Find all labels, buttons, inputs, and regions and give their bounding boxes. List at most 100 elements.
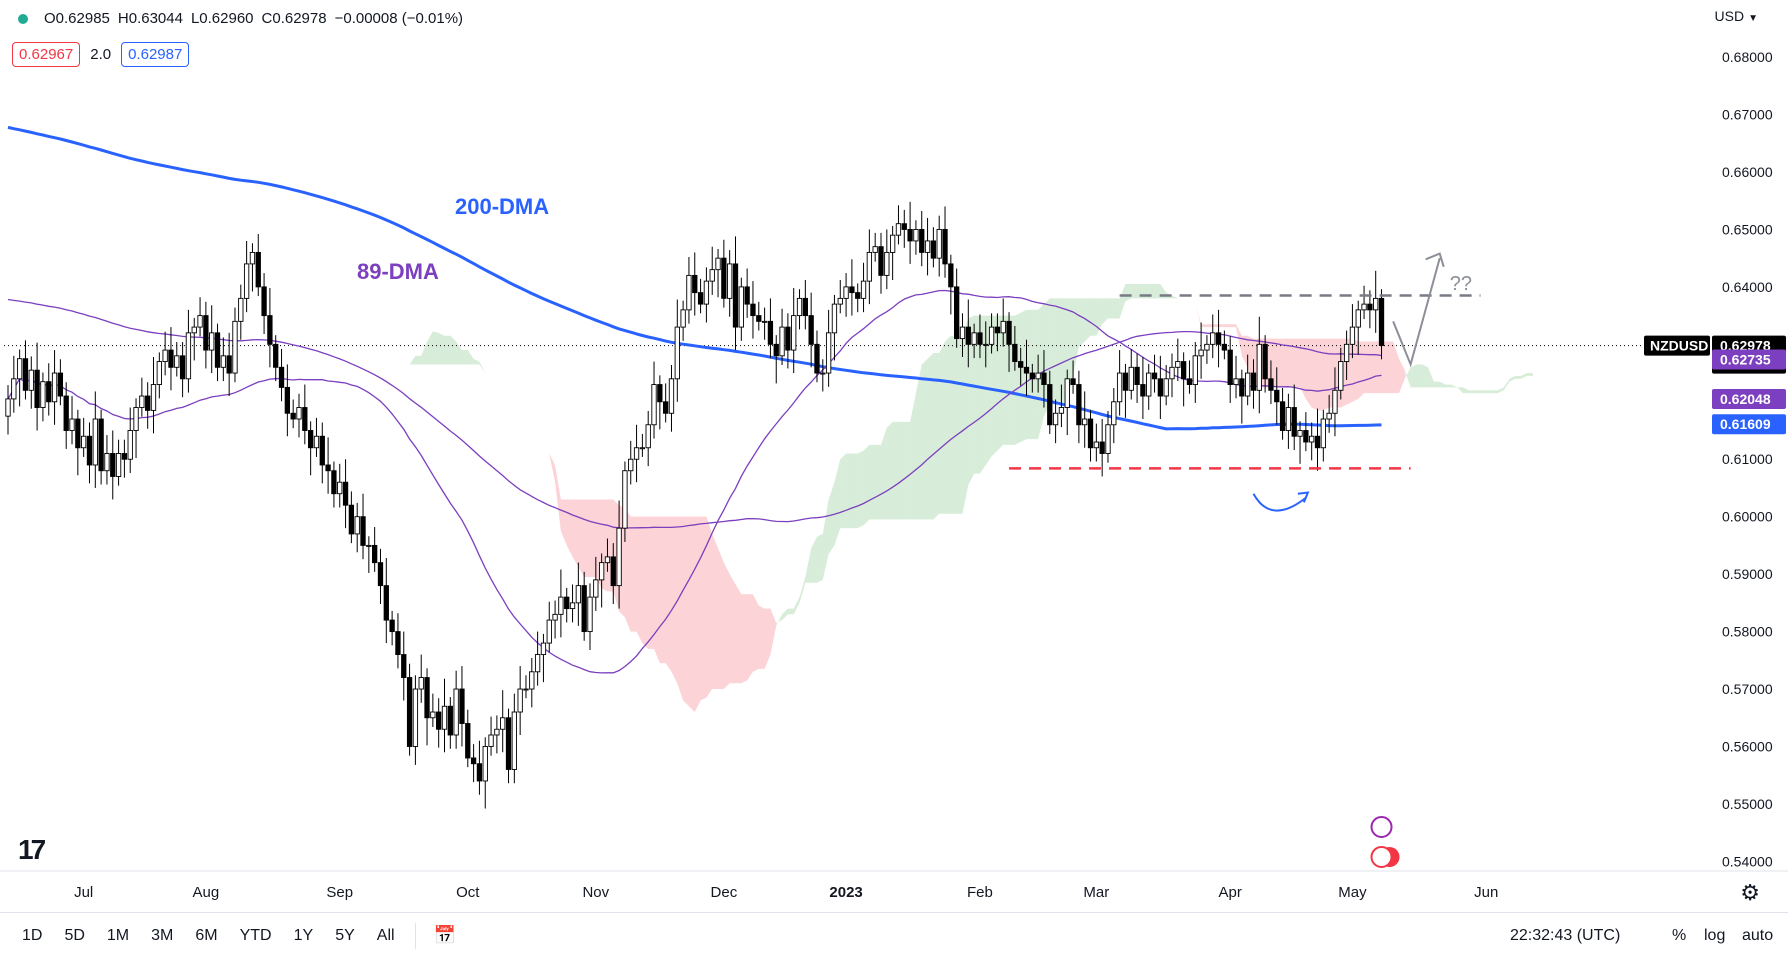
range-ytd[interactable]: YTD: [239, 926, 272, 944]
candle: [587, 583, 593, 650]
range-1m[interactable]: 1M: [106, 926, 130, 944]
cloud-segment: [578, 499, 585, 578]
candle-body: [174, 355, 180, 368]
range-5y[interactable]: 5Y: [335, 926, 355, 944]
candle: [273, 335, 279, 382]
candle: [139, 377, 145, 417]
candle-body: [1309, 435, 1315, 443]
candle: [1227, 336, 1233, 403]
candle-body: [406, 677, 413, 747]
candle: [744, 268, 750, 318]
x-tick-label: Apr: [1219, 884, 1242, 901]
range-5d[interactable]: 5D: [64, 926, 85, 944]
candle: [16, 349, 23, 407]
candle-body: [249, 251, 256, 265]
cloud-segment: [584, 499, 590, 578]
price-chart[interactable]: ?? 200-DMA 89-DMA 0.68000 0.67000 0.66000 0.6…: [0, 0, 1788, 912]
currency-selector[interactable]: USD ▼: [1715, 8, 1758, 24]
candle-body: [988, 326, 995, 345]
candle: [942, 206, 948, 278]
cloud-segment: [1393, 341, 1399, 394]
cloud-segment: [1364, 341, 1370, 394]
range-1d[interactable]: 1D: [22, 926, 43, 944]
auto-toggle[interactable]: auto: [1742, 926, 1774, 944]
candle: [1082, 391, 1088, 448]
candle: [977, 314, 983, 359]
candle: [593, 556, 599, 611]
cloud-segment: [1270, 338, 1277, 388]
candle: [831, 294, 838, 361]
candle: [785, 313, 791, 369]
cloud-segment: [974, 315, 980, 474]
cloud-segment: [1311, 338, 1318, 411]
cloud-segment: [1375, 341, 1382, 394]
price-axis: 0.680000.670000.660000.650000.640000.630…: [1644, 49, 1786, 869]
cloud-segment: [1300, 338, 1306, 399]
candle-body: [936, 228, 942, 259]
candle: [715, 248, 721, 298]
cloud-segment: [1061, 298, 1068, 405]
range-1y[interactable]: 1Y: [293, 926, 314, 944]
candle: [133, 398, 139, 459]
candle: [331, 461, 337, 508]
calendar-range-icon[interactable]: 📅: [433, 925, 456, 945]
candle-body: [185, 332, 192, 380]
log-toggle[interactable]: log: [1704, 926, 1726, 944]
event-us-flag-icon: [1370, 846, 1393, 868]
candle-body: [1122, 372, 1129, 391]
candle: [22, 340, 29, 400]
candle-body: [959, 326, 966, 340]
candle: [63, 382, 69, 449]
candle-body: [569, 602, 576, 610]
cloud-segment: [1212, 324, 1219, 328]
candle: [802, 279, 808, 330]
buy-button[interactable]: 0.62987: [121, 42, 190, 67]
annotations: ?? 200-DMA 89-DMA: [357, 194, 1481, 868]
candle: [313, 417, 320, 457]
candle-body: [727, 263, 733, 299]
candle-body: [756, 315, 762, 322]
cloud-segment: [1241, 335, 1248, 368]
candle-body: [156, 361, 162, 386]
candle: [1204, 335, 1210, 364]
cloud-segment: [572, 499, 579, 567]
candle-body: [1378, 297, 1385, 346]
candle-body: [1210, 332, 1216, 345]
candle-body: [366, 544, 372, 547]
cloud-segment: [223, 394, 230, 404]
cloud-segment: [822, 499, 829, 580]
cloud-segment: [1463, 387, 1469, 394]
percent-toggle[interactable]: %: [1672, 926, 1687, 944]
candle: [808, 292, 814, 368]
candle-body: [657, 384, 663, 403]
candle-body: [616, 527, 622, 587]
cloud-segment: [869, 444, 876, 520]
candle: [1070, 360, 1076, 394]
candle-body: [977, 332, 983, 345]
candle-body: [383, 585, 389, 621]
range-all[interactable]: All: [376, 926, 395, 944]
candle: [51, 350, 58, 425]
candle: [1006, 312, 1012, 372]
ma-value-badge: 0.62735: [1712, 349, 1786, 370]
cloud-segment: [1102, 298, 1108, 325]
candle-body: [1047, 384, 1053, 426]
candle: [1221, 330, 1228, 360]
sell-button[interactable]: 0.62967: [12, 42, 81, 67]
ma-value-badge-text: 0.62048: [1720, 391, 1771, 407]
gear-icon[interactable]: ⚙: [1740, 880, 1760, 905]
y-tick-label: 0.66000: [1722, 164, 1773, 180]
range-6m[interactable]: 6M: [195, 926, 218, 944]
utc-clock[interactable]: 22:32:43 (UTC): [1510, 926, 1621, 944]
tradingview-logo[interactable]: 17: [18, 834, 46, 865]
candle-body: [604, 556, 611, 564]
candle: [954, 268, 960, 348]
candle-body: [360, 516, 366, 546]
cloud-segment: [1416, 364, 1423, 388]
cloud-segment: [1527, 373, 1533, 376]
range-3m[interactable]: 3M: [151, 926, 174, 944]
candle: [948, 254, 954, 315]
cloud-segment: [165, 378, 171, 389]
candle: [197, 297, 203, 337]
cloud-segment: [467, 350, 474, 365]
